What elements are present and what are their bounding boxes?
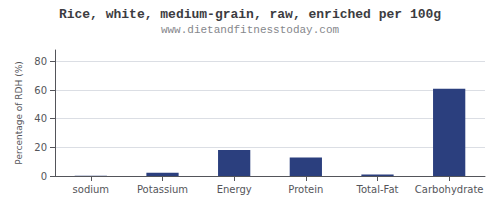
svg-text:20: 20 <box>34 142 47 153</box>
svg-text:sodium: sodium <box>73 184 110 195</box>
svg-text:Total-Fat: Total-Fat <box>356 184 399 195</box>
svg-text:Rice, white, medium-grain, raw: Rice, white, medium-grain, raw, enriched… <box>59 7 441 22</box>
svg-text:40: 40 <box>34 113 47 124</box>
svg-text:60: 60 <box>34 85 47 96</box>
svg-text:Percentage of RDH (%): Percentage of RDH (%) <box>14 61 24 164</box>
svg-text:Potassium: Potassium <box>137 184 188 195</box>
svg-text:Energy: Energy <box>217 184 252 195</box>
svg-text:0: 0 <box>41 171 47 182</box>
svg-text:80: 80 <box>34 56 47 67</box>
svg-text:Protein: Protein <box>288 184 323 195</box>
svg-text:www.dietandfitnesstoday.com: www.dietandfitnesstoday.com <box>161 24 340 36</box>
svg-text:Carbohydrate: Carbohydrate <box>415 184 484 195</box>
